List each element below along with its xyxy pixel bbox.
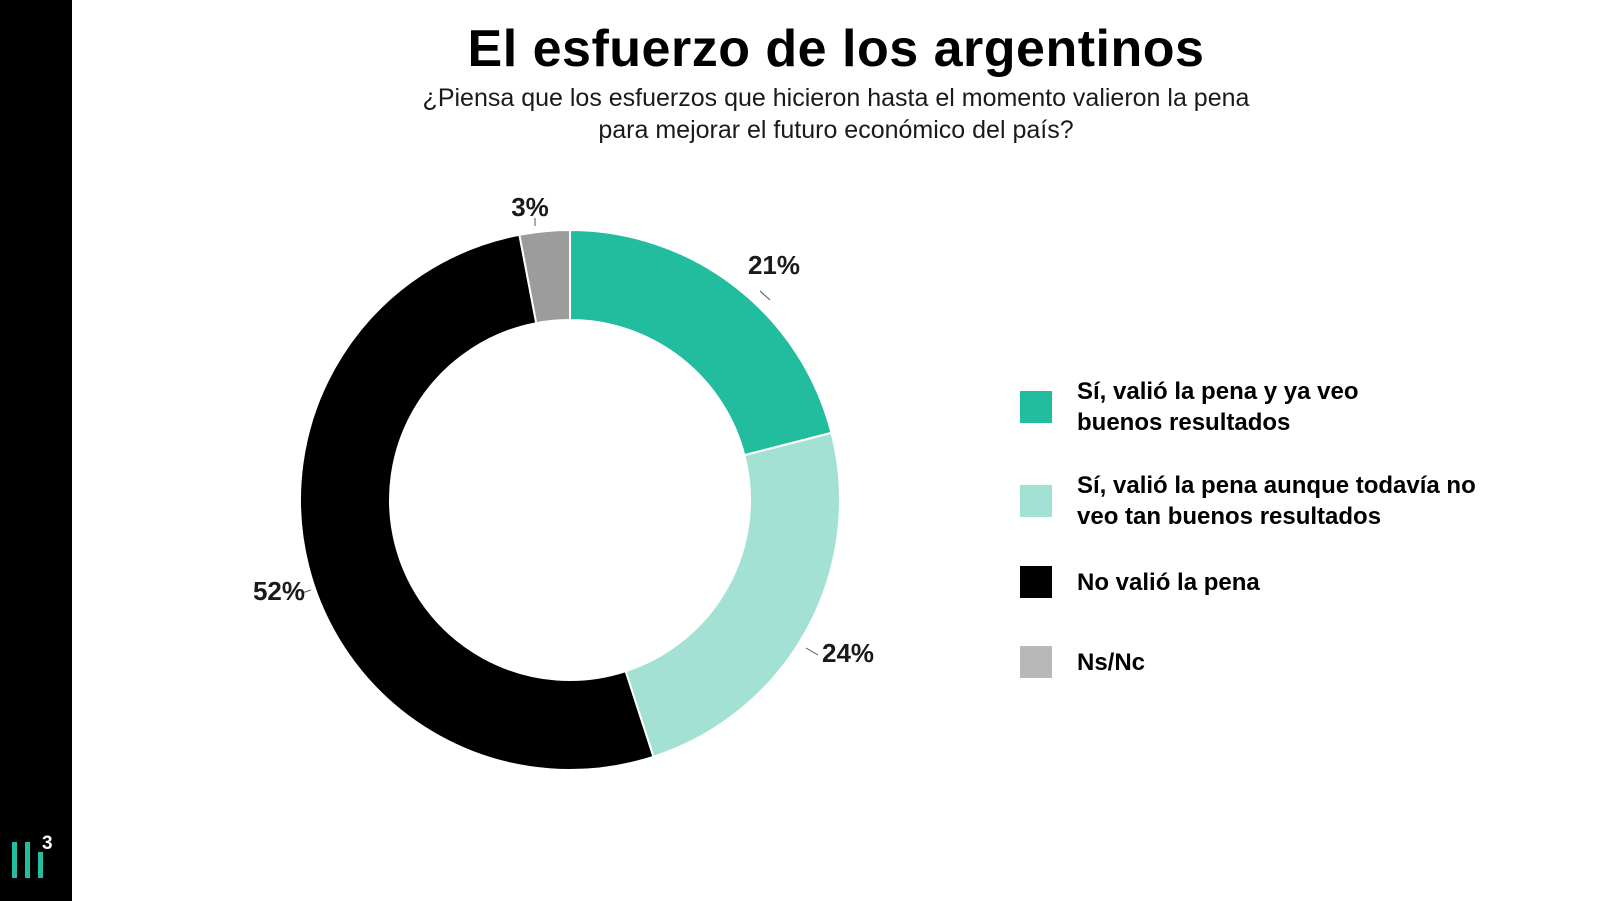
chart-subtitle: ¿Piensa que los esfuerzos que hicieron h…: [72, 82, 1600, 146]
donut-slice-0: [569, 228, 833, 457]
data-label-0: 21%: [748, 250, 800, 280]
legend-swatch: [1020, 391, 1052, 423]
donut-slice-1: [624, 431, 841, 759]
legend-item-no-valio: No valió la pena: [1020, 566, 1577, 598]
data-label-3: 3%: [511, 192, 549, 222]
legend-item-ns-nc: Ns/Nc: [1020, 646, 1577, 678]
legend-swatch: [1020, 566, 1052, 598]
chart-title: El esfuerzo de los argentinos: [467, 20, 1205, 78]
donut-slice-3: [518, 228, 571, 325]
bars-logo-icon: 3: [12, 833, 53, 878]
legend-label: Sí, valió la pena y ya veo buenos result…: [1077, 378, 1359, 436]
label-leader-line-2: [301, 589, 312, 594]
subtitle-line-1: ¿Piensa que los esfuerzos que hicieron h…: [422, 84, 1250, 112]
data-label-2: 52%: [253, 576, 305, 606]
legend-label: No valió la pena: [1077, 568, 1260, 596]
data-label-1: 24%: [822, 638, 874, 668]
legend-item-si-buenos-resultados: Sí, valió la pena y ya veo buenos result…: [1020, 376, 1577, 438]
legend-label: Sí, valió la pena aunque todavía no veo …: [1077, 472, 1476, 530]
legend-label: Ns/Nc: [1077, 648, 1146, 676]
legend-item-si-aunque-todavia: Sí, valió la pena aunque todavía no veo …: [1020, 470, 1577, 532]
label-leader-line-1: [805, 647, 819, 656]
donut-chart: 21% 24% 52% 3%: [253, 192, 874, 771]
legend-swatch: [1020, 646, 1052, 678]
sidebar-strip: 3: [0, 0, 72, 901]
legend-swatch: [1020, 485, 1052, 517]
logo-superscript: 3: [42, 833, 53, 854]
label-leader-line-0: [759, 290, 771, 301]
donut-slice-2: [299, 233, 655, 771]
subtitle-line-2: para mejorar el futuro económico del paí…: [598, 116, 1074, 144]
